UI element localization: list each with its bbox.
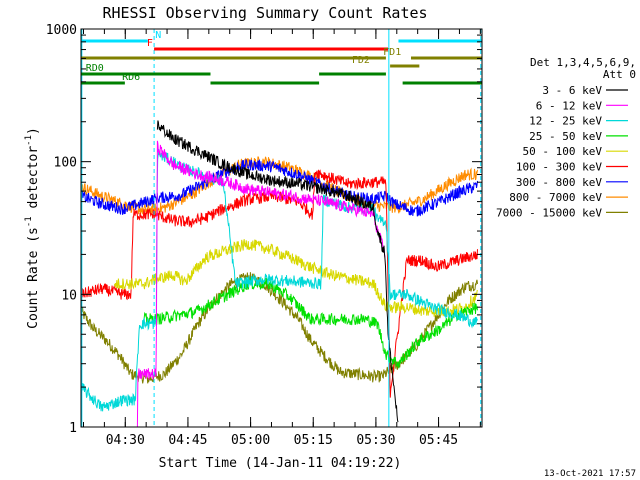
legend-label-2: 6 - 12 keV — [536, 99, 603, 112]
flag-label-fd1: FD1 — [383, 47, 401, 58]
y-tick-label-4: 1000 — [46, 23, 77, 38]
legend-header-1: Det 1,3,4,5,6,9, — [530, 56, 636, 69]
flag-label-fd2: FD2 — [352, 55, 370, 66]
legend: Det 1,3,4,5,6,9,Att 03 - 6 keV 6 - 12 keV… — [496, 56, 636, 219]
plot-area: NF FD1 FD2 RD0 RD6 — [80, 29, 482, 428]
y-axis-label-middle: detector — [26, 146, 41, 217]
plot-frame — [80, 28, 483, 428]
y-axis-label-main: Count Rate (s — [26, 227, 41, 329]
legend-label-5: 50 - 100 keV — [523, 145, 603, 158]
legend-label-3: 12 - 25 keV — [529, 115, 602, 128]
y-tick-label-3: 100 — [54, 156, 77, 171]
x-axis-label: Start Time (14-Jan-11 04:19:22) — [159, 456, 402, 471]
y-axis-label: Count Rate (s-1 detector-1) — [24, 127, 41, 329]
axes: 04:30 04:45 05:00 05:15 05:30 05:45 1 10 100 1000 — [46, 23, 482, 448]
series-line-8 — [80, 156, 478, 216]
series-line-4 — [143, 277, 478, 369]
flag-label-rd6: RD6 — [122, 72, 140, 83]
legend-label-7: 300 - 800 keV — [516, 176, 602, 189]
flag-label-n: N — [155, 30, 161, 41]
x-tick-label-5: 05:30 — [356, 433, 395, 448]
series-line-1 — [156, 120, 399, 423]
y-axis-label-exponent-2: -1 — [24, 135, 34, 146]
flag-label-f: F — [147, 38, 153, 49]
legend-label-4: 25 - 50 keV — [529, 130, 602, 143]
y-tick-label-2: 10 — [61, 288, 77, 303]
x-tick-label-2: 04:45 — [168, 433, 207, 448]
x-tick-label-6: 05:45 — [419, 433, 458, 448]
x-tick-label-1: 04:30 — [106, 433, 145, 448]
legend-label-1: 3 - 6 keV — [542, 84, 602, 97]
legend-label-6: 100 - 300 keV — [516, 161, 602, 174]
series-line-2 — [136, 140, 386, 428]
legend-label-8: 800 - 7000 keV — [509, 191, 602, 204]
legend-header-2: Att 0 — [603, 68, 636, 81]
legend-label-9: 7000 - 15000 keV — [496, 206, 602, 219]
y-axis-label-exponent-1: -1 — [24, 216, 34, 227]
series-line-7 — [80, 159, 478, 217]
y-axis-label-end: ) — [26, 127, 41, 135]
date-stamp: 13-Oct-2021 17:57 — [544, 469, 636, 479]
x-tick-label-3: 05:00 — [231, 433, 270, 448]
x-tick-label-4: 05:15 — [294, 433, 333, 448]
chart-title: RHESSI Observing Summary Count Rates — [102, 4, 427, 22]
series-line-3 — [80, 149, 478, 412]
series-line-5 — [113, 239, 478, 317]
flag-label-rd0: RD0 — [86, 63, 104, 74]
y-tick-label-1: 1 — [69, 421, 77, 436]
